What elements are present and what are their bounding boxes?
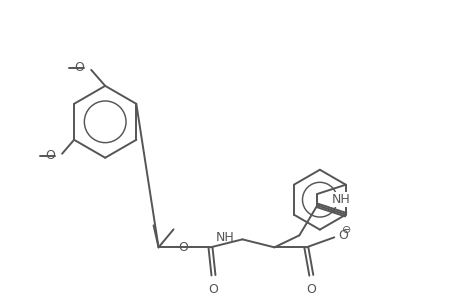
Text: NH: NH [215, 231, 234, 244]
Text: O: O [306, 283, 316, 296]
Text: NH: NH [330, 193, 349, 206]
Text: ⊖: ⊖ [341, 225, 350, 236]
Text: O: O [337, 229, 347, 242]
Text: O: O [45, 149, 55, 162]
Text: O: O [208, 283, 218, 296]
Text: O: O [178, 241, 188, 254]
Text: O: O [74, 61, 84, 74]
